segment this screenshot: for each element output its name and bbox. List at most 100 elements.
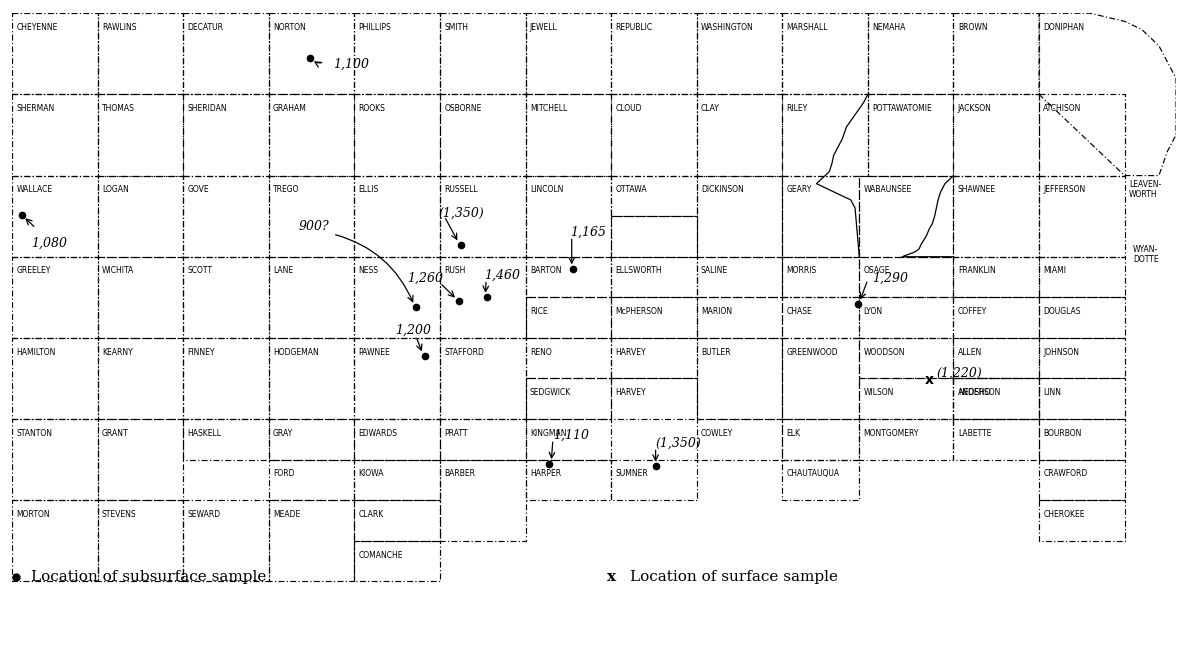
Bar bbox=[611, 459, 697, 500]
Bar bbox=[954, 257, 1039, 297]
Bar bbox=[269, 338, 354, 419]
Bar bbox=[184, 500, 269, 582]
Text: RUSH: RUSH bbox=[444, 266, 466, 276]
Bar bbox=[97, 338, 184, 419]
Text: 1,200: 1,200 bbox=[396, 323, 432, 336]
Bar bbox=[184, 419, 269, 459]
Bar bbox=[782, 419, 859, 459]
Text: WYAN-
DOTTE: WYAN- DOTTE bbox=[1133, 244, 1159, 264]
Text: GOVE: GOVE bbox=[187, 185, 209, 195]
Bar bbox=[12, 419, 97, 500]
Bar bbox=[12, 257, 97, 338]
Text: CRAWFORD: CRAWFORD bbox=[1043, 469, 1087, 478]
Bar bbox=[440, 94, 526, 175]
Bar bbox=[354, 13, 440, 94]
Text: GRANT: GRANT bbox=[102, 429, 128, 438]
Bar bbox=[354, 459, 440, 500]
Text: 1,290: 1,290 bbox=[872, 272, 908, 284]
Text: OTTAWA: OTTAWA bbox=[616, 185, 647, 195]
Bar bbox=[269, 13, 354, 94]
Text: (1,350): (1,350) bbox=[655, 437, 701, 450]
Text: BUTLER: BUTLER bbox=[701, 348, 731, 357]
Bar bbox=[12, 338, 97, 419]
Text: COFFEY: COFFEY bbox=[958, 307, 988, 316]
Text: Location of surface sample: Location of surface sample bbox=[630, 570, 838, 584]
Text: EDWARDS: EDWARDS bbox=[359, 429, 397, 438]
Bar bbox=[611, 175, 697, 216]
Text: STAFFORD: STAFFORD bbox=[444, 348, 484, 357]
Text: CHASE: CHASE bbox=[786, 307, 812, 316]
Text: ALLEN: ALLEN bbox=[958, 348, 982, 357]
Text: Location of subsurface sample: Location of subsurface sample bbox=[31, 570, 266, 584]
Text: CHEROKEE: CHEROKEE bbox=[1043, 510, 1085, 519]
Text: MARION: MARION bbox=[701, 307, 732, 316]
Text: LYON: LYON bbox=[864, 307, 883, 316]
Bar bbox=[354, 257, 440, 338]
Text: NEMAHA: NEMAHA bbox=[872, 23, 906, 32]
Bar bbox=[954, 378, 1039, 419]
Bar bbox=[526, 297, 611, 338]
Text: FINNEY: FINNEY bbox=[187, 348, 215, 357]
Text: LANE: LANE bbox=[274, 266, 293, 276]
Bar bbox=[697, 257, 782, 297]
Text: SEDGWICK: SEDGWICK bbox=[530, 388, 571, 397]
Bar bbox=[269, 419, 354, 459]
Text: (1,350): (1,350) bbox=[438, 207, 484, 219]
Bar bbox=[269, 500, 354, 582]
Text: NORTON: NORTON bbox=[274, 23, 306, 32]
Text: 900?: 900? bbox=[299, 220, 330, 233]
Text: MEADE: MEADE bbox=[274, 510, 300, 519]
Bar bbox=[269, 459, 354, 500]
Text: JEWELL: JEWELL bbox=[530, 23, 558, 32]
Text: CLARK: CLARK bbox=[359, 510, 384, 519]
Text: LINN: LINN bbox=[1043, 388, 1061, 397]
Bar bbox=[859, 419, 954, 459]
Text: RUSSELL: RUSSELL bbox=[444, 185, 478, 195]
Bar bbox=[354, 500, 440, 540]
Bar bbox=[859, 257, 954, 297]
Text: PHILLIPS: PHILLIPS bbox=[359, 23, 391, 32]
Text: FORD: FORD bbox=[274, 469, 294, 478]
Bar bbox=[868, 13, 954, 94]
Text: CLAY: CLAY bbox=[701, 104, 720, 113]
Text: GEARY: GEARY bbox=[786, 185, 812, 195]
Text: BARTON: BARTON bbox=[530, 266, 562, 276]
Text: (1,220): (1,220) bbox=[936, 367, 982, 379]
Text: COMANCHE: COMANCHE bbox=[359, 550, 403, 560]
Text: SEWARD: SEWARD bbox=[187, 510, 221, 519]
Bar bbox=[611, 94, 697, 175]
Bar bbox=[526, 257, 611, 297]
Text: WOODSON: WOODSON bbox=[864, 348, 905, 357]
Text: x: x bbox=[925, 373, 934, 387]
Bar bbox=[1039, 175, 1124, 257]
Text: SUMNER: SUMNER bbox=[616, 469, 648, 478]
Bar bbox=[954, 13, 1039, 94]
Bar bbox=[269, 175, 354, 257]
Text: BROWN: BROWN bbox=[958, 23, 988, 32]
Text: WABAUNSEE: WABAUNSEE bbox=[864, 185, 912, 195]
Text: 1,460: 1,460 bbox=[485, 269, 521, 282]
Text: HARVEY: HARVEY bbox=[616, 348, 646, 357]
Bar bbox=[611, 257, 697, 297]
Text: JEFFERSON: JEFFERSON bbox=[1043, 185, 1086, 195]
Text: WASHINGTON: WASHINGTON bbox=[701, 23, 754, 32]
Text: FRANKLIN: FRANKLIN bbox=[958, 266, 996, 276]
Text: OSBORNE: OSBORNE bbox=[444, 104, 481, 113]
Text: HAMILTON: HAMILTON bbox=[17, 348, 55, 357]
Bar bbox=[611, 378, 697, 419]
Bar bbox=[184, 175, 269, 257]
Text: 1,260: 1,260 bbox=[408, 272, 444, 284]
Bar bbox=[1039, 257, 1124, 297]
Text: x: x bbox=[606, 570, 616, 584]
Bar bbox=[1039, 419, 1124, 459]
Text: BOURBON: BOURBON bbox=[1043, 429, 1081, 438]
Text: THOMAS: THOMAS bbox=[102, 104, 134, 113]
Text: PRATT: PRATT bbox=[444, 429, 468, 438]
Bar bbox=[859, 175, 954, 257]
Bar bbox=[526, 459, 611, 500]
Bar bbox=[526, 419, 611, 459]
Text: BARBER: BARBER bbox=[444, 469, 475, 478]
Text: LEAVEN-
WORTH: LEAVEN- WORTH bbox=[1129, 180, 1162, 199]
Text: MORRIS: MORRIS bbox=[786, 266, 817, 276]
Text: RENO: RENO bbox=[530, 348, 552, 357]
